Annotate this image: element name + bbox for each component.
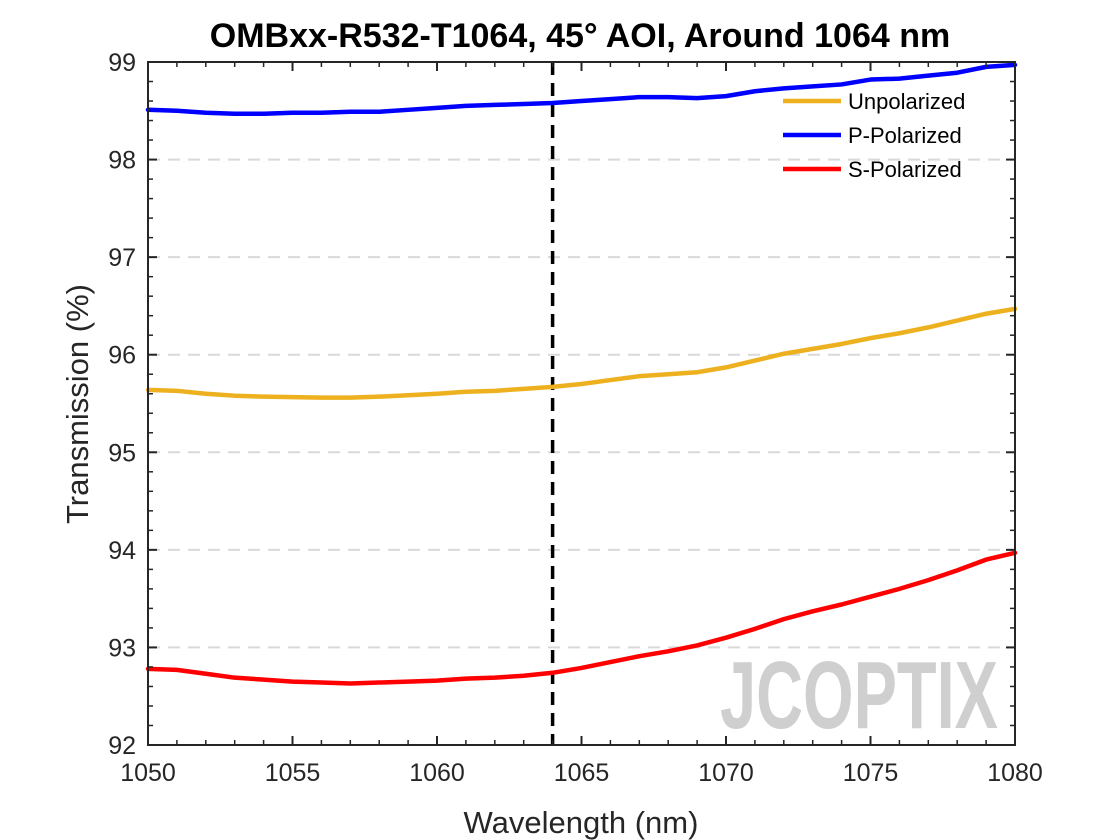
- legend-label: S-Polarized: [848, 157, 962, 182]
- y-tick-label: 99: [108, 49, 136, 77]
- y-tick-label: 95: [108, 439, 136, 467]
- x-tick-labels: 1050 1055 1060 1065 1070 1075 1080: [120, 759, 1043, 787]
- series-line-s-polarized: [145, 550, 1018, 686]
- y-axis-label: Transmission (%): [60, 284, 95, 524]
- y-tick-label: 97: [108, 244, 136, 272]
- axis-ticks: [147, 61, 1016, 746]
- x-tick-label: 1070: [698, 759, 754, 787]
- plot-area: [148, 62, 1015, 745]
- y-tick-label: 98: [108, 147, 136, 175]
- y-tick-label: 96: [108, 342, 136, 370]
- legend: Unpolarized P-Polarized S-Polarized: [783, 89, 965, 182]
- series-line-unpolarized: [145, 306, 1018, 400]
- y-tick-labels: 92 93 94 95 96 97 98 99: [108, 49, 136, 760]
- x-tick-label: 1050: [120, 759, 176, 787]
- y-tick-label: 94: [108, 537, 136, 565]
- x-tick-label: 1055: [265, 759, 321, 787]
- series-line-p-polarized: [145, 62, 1018, 116]
- legend-label: Unpolarized: [848, 89, 965, 114]
- y-tick-label: 92: [108, 732, 136, 760]
- gridlines: [148, 158, 1015, 649]
- x-tick-label: 1060: [409, 759, 465, 787]
- x-tick-label: 1080: [987, 759, 1043, 787]
- logo-text: JCOPTIX: [720, 642, 998, 749]
- y-tick-label: 93: [108, 634, 136, 662]
- series-group: [145, 62, 1018, 686]
- chart-title: OMBxx-R532-T1064, 45° AOI, Around 1064 n…: [210, 17, 950, 55]
- legend-label: P-Polarized: [848, 123, 962, 148]
- x-tick-label: 1075: [843, 759, 899, 787]
- jcoptix-logo: JCOPTIX: [720, 642, 998, 749]
- x-axis-label: Wavelength (nm): [464, 805, 699, 840]
- x-tick-label: 1065: [554, 759, 610, 787]
